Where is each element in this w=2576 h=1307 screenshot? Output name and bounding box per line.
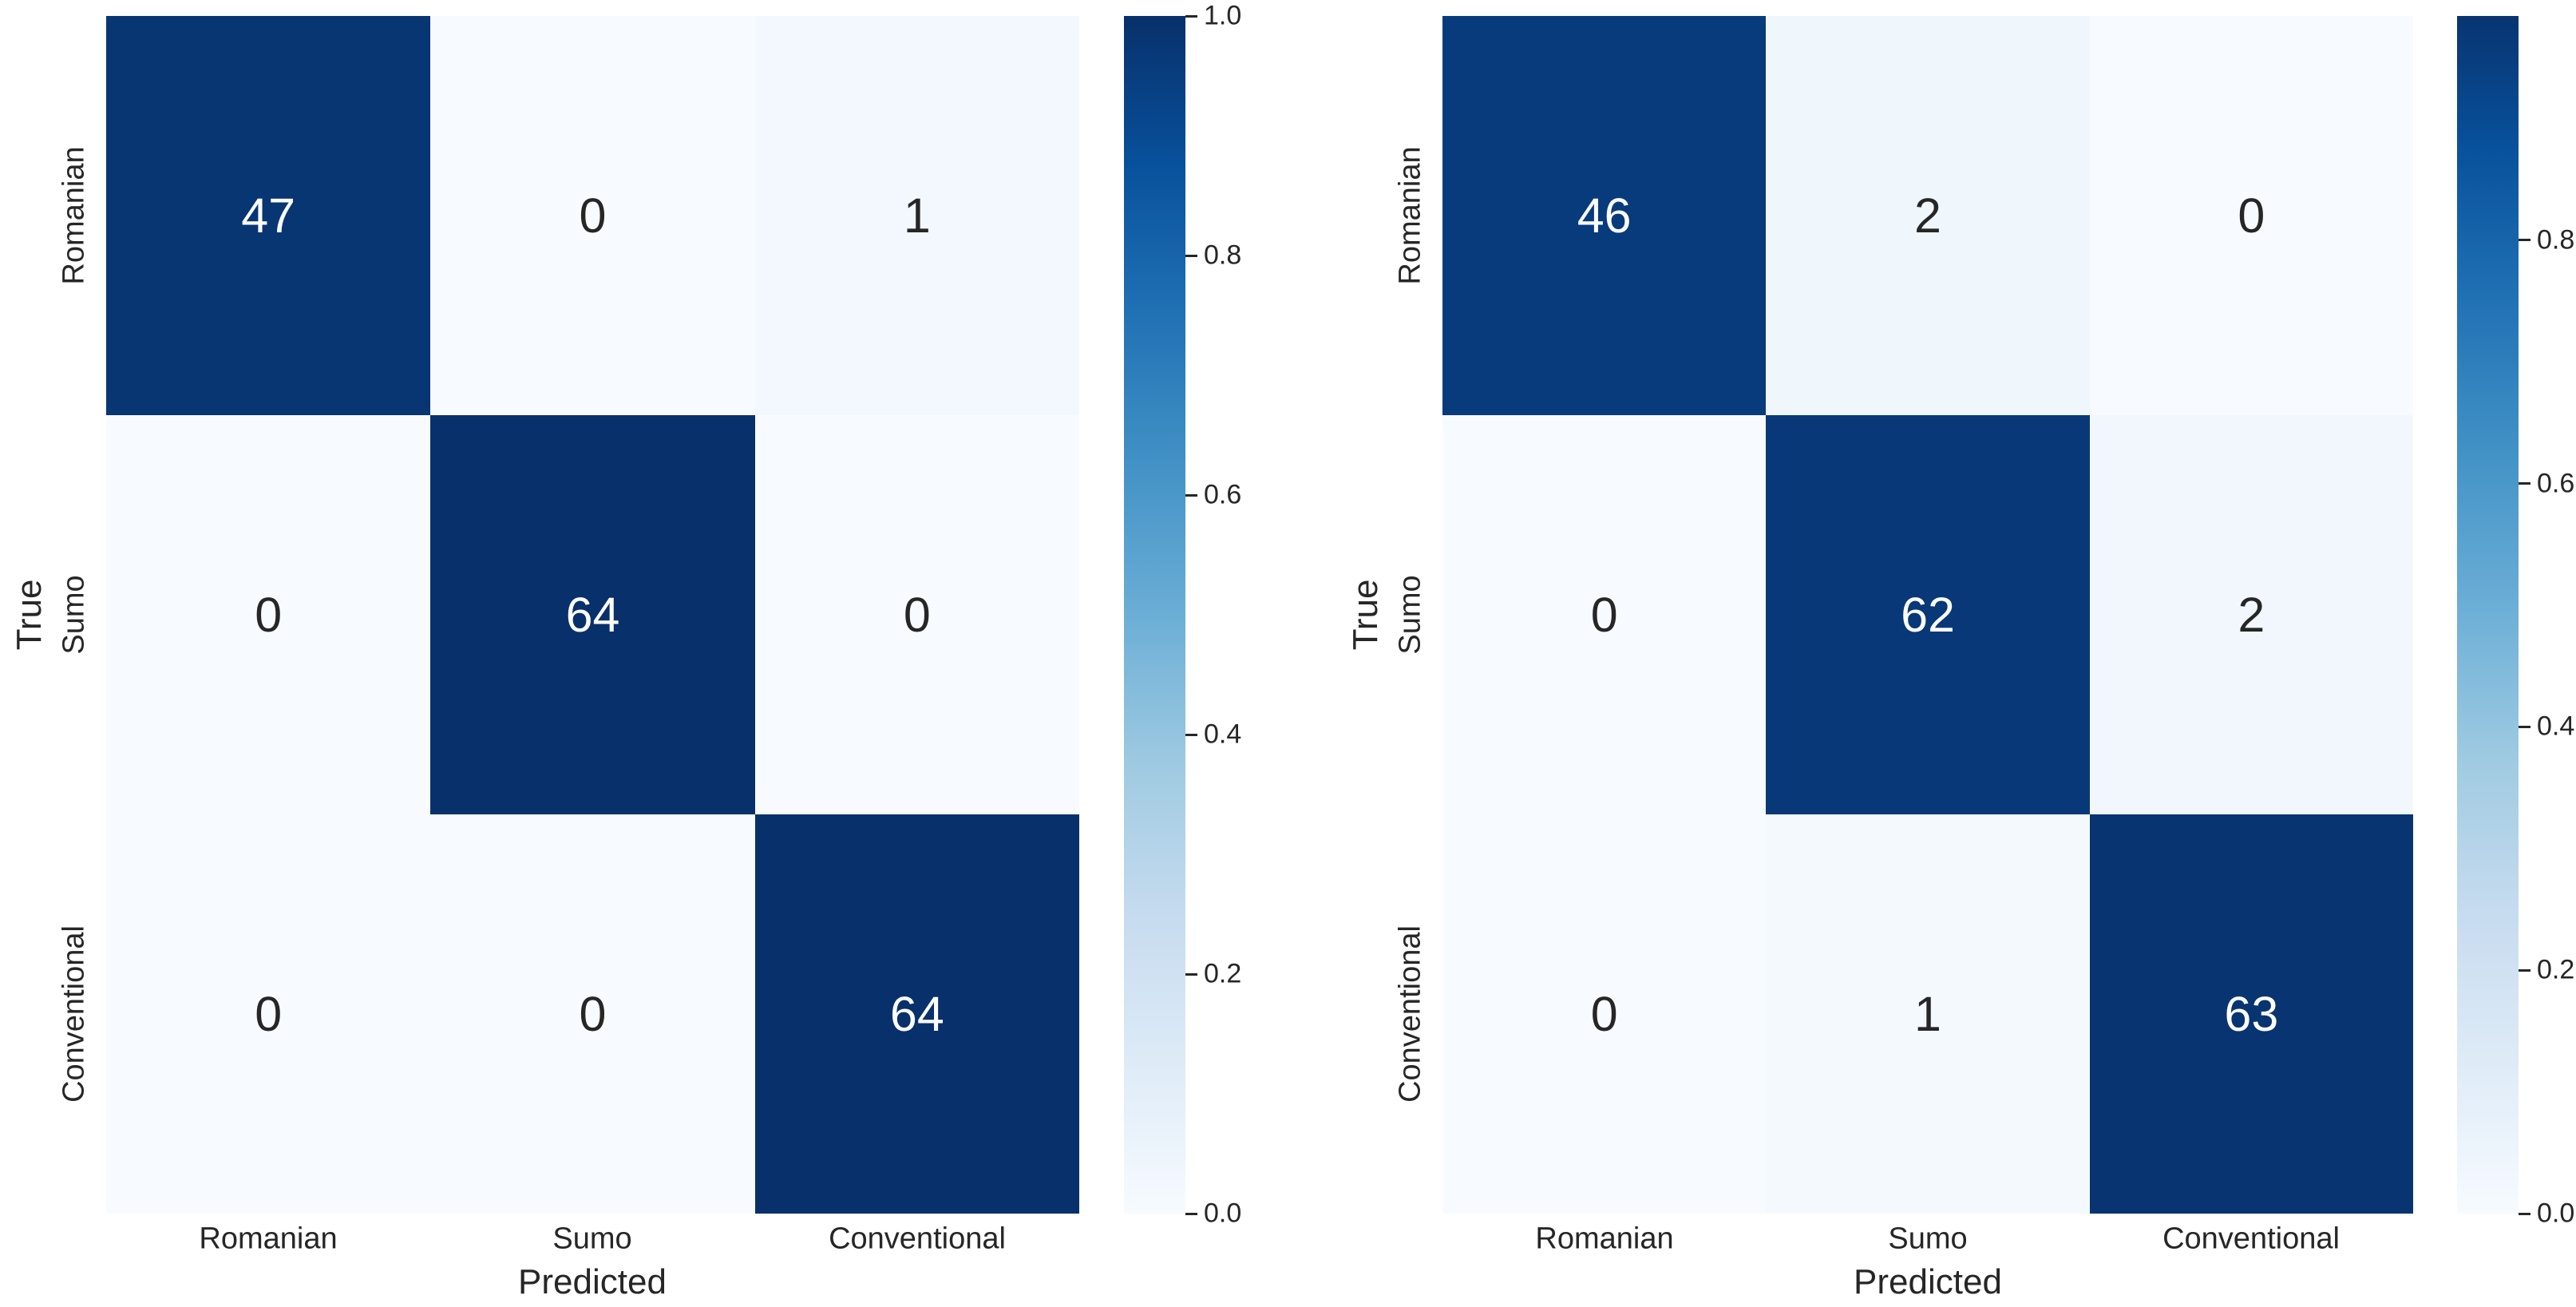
- colorbar-tick-label: 0.2: [1204, 958, 1242, 989]
- colorbar-tick-mark: [2519, 725, 2530, 728]
- colorbar-tick-label: 0.6: [2537, 468, 2575, 499]
- heatmap-cell: 1: [754, 16, 1079, 415]
- y-tick-sumo: Sumo: [1393, 575, 1427, 655]
- heatmap-cell: 1: [1766, 814, 2090, 1214]
- heatmap-cell: 0: [106, 415, 431, 814]
- colorbar-tick-label: 0.2: [2537, 954, 2575, 985]
- colorbar-tick-label: 1.0: [1204, 0, 1242, 31]
- cell-value: 0: [903, 587, 931, 642]
- colorbar-gradient: [1124, 16, 1185, 1214]
- y-axis-label: True: [1346, 579, 1385, 651]
- colorbar-tick-mark: [1185, 14, 1197, 18]
- cell-value: 1: [903, 188, 931, 243]
- colorbar-tick-mark: [1185, 493, 1197, 497]
- heatmap-cell: 64: [754, 814, 1079, 1214]
- colorbar-tick-label: 0.8: [1204, 240, 1242, 271]
- colorbar-tick-mark: [1185, 972, 1197, 976]
- cell-value: 0: [579, 986, 607, 1041]
- heatmap-cell: 0: [1442, 415, 1767, 814]
- heatmap-cell: 0: [2089, 16, 2413, 415]
- heatmap-cell: 0: [1442, 814, 1767, 1214]
- cell-value: 62: [1901, 587, 1955, 642]
- cell-value: 0: [1590, 587, 1618, 642]
- colorbar-tick-label: 0.0: [2537, 1198, 2575, 1229]
- heatmap-cell: 0: [106, 814, 431, 1214]
- x-tick-conventional: Conventional: [2162, 1222, 2340, 1256]
- y-tick-conventional: Conventional: [1393, 925, 1427, 1103]
- cell-value: 0: [2238, 188, 2265, 243]
- x-tick-romanian: Romanian: [199, 1222, 338, 1256]
- colorbar-gradient: [2457, 16, 2519, 1214]
- heatmap-cell: 0: [430, 814, 755, 1214]
- heatmap-cell: 63: [2089, 814, 2413, 1214]
- heatmap-cell: 2: [1766, 16, 2090, 415]
- colorbar-tick-mark: [2519, 482, 2530, 485]
- x-tick-sumo: Sumo: [552, 1222, 632, 1256]
- colorbar-tick-label: 0.6: [1204, 479, 1242, 510]
- cell-value: 0: [579, 188, 607, 243]
- x-tick-conventional: Conventional: [829, 1222, 1006, 1256]
- x-tick-romanian: Romanian: [1535, 1222, 1674, 1256]
- cell-value: 47: [241, 188, 296, 243]
- y-tick-conventional: Conventional: [57, 925, 91, 1103]
- colorbar-tick-label: 0.0: [1204, 1198, 1242, 1229]
- colorbar-tick-mark: [2519, 1212, 2530, 1215]
- colorbar-tick-mark: [1185, 1212, 1197, 1215]
- heatmap-cell: 2: [2089, 415, 2413, 814]
- y-tick-sumo: Sumo: [57, 575, 91, 655]
- cell-value: 0: [255, 587, 283, 642]
- cell-value: 0: [255, 986, 283, 1041]
- y-tick-romanian: Romanian: [1393, 146, 1427, 285]
- colorbar: 1.0 0.8 0.6 0.4 0.2 0.0: [1124, 1, 1241, 1229]
- colorbar-tick-label: 0.4: [1204, 719, 1242, 750]
- cell-value: 1: [1914, 986, 1941, 1041]
- colorbar-tick-label: 0.8: [2537, 224, 2575, 255]
- y-axis-label: True: [10, 579, 49, 651]
- heatmap-cell: 0: [754, 415, 1079, 814]
- heatmap-cell: 64: [430, 415, 755, 814]
- colorbar-tick-mark: [2519, 968, 2530, 972]
- cell-value: 46: [1577, 188, 1632, 243]
- cell-value: 64: [889, 986, 944, 1041]
- cell-value: 63: [2224, 986, 2279, 1041]
- heatmap-grid: 46 2 0 0 62 2 0 1 63: [1442, 16, 2413, 1214]
- x-axis-label: Predicted: [518, 1262, 667, 1301]
- cell-value: 2: [2238, 587, 2265, 642]
- cell-value: 0: [1590, 986, 1618, 1041]
- heatmap-grid: 47 0 1 0 64 0 0 0 64: [106, 16, 1079, 1214]
- colorbar-tick-mark: [2519, 239, 2530, 242]
- cell-value: 2: [1914, 188, 1941, 243]
- y-tick-romanian: Romanian: [57, 146, 91, 285]
- colorbar-tick-label: 0.4: [2537, 711, 2575, 742]
- colorbar: 0.8 0.6 0.4 0.2 0.0: [2457, 16, 2574, 1229]
- heatmap-cell: 0: [430, 16, 755, 415]
- colorbar-tick-mark: [1185, 733, 1197, 736]
- x-axis-label: Predicted: [1854, 1262, 2002, 1301]
- colorbar-tick-mark: [1185, 254, 1197, 257]
- heatmap-cell: 47: [106, 16, 431, 415]
- cell-value: 64: [565, 587, 620, 642]
- heatmap-cell: 46: [1442, 16, 1767, 415]
- x-tick-sumo: Sumo: [1888, 1222, 1968, 1256]
- heatmap-cell: 62: [1766, 415, 2090, 814]
